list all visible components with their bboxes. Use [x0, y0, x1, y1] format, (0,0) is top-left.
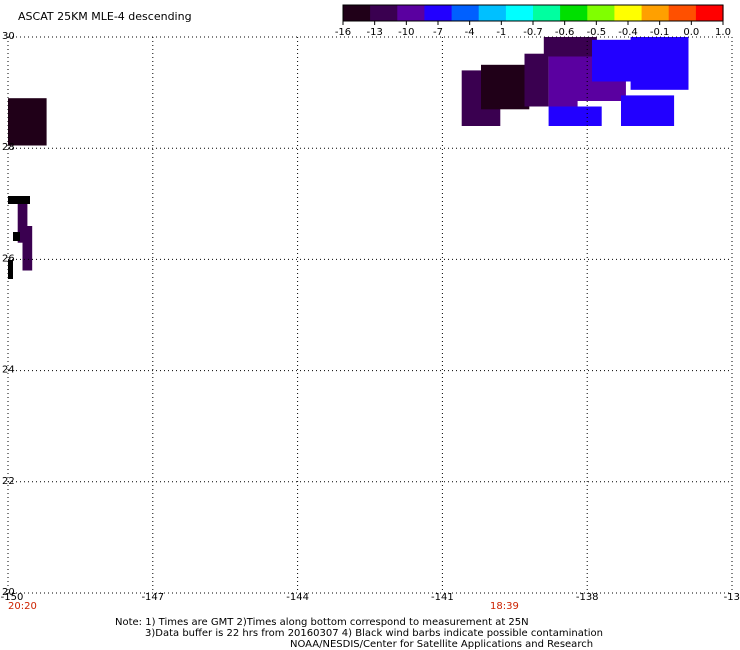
colorbar-swatch [478, 5, 507, 21]
colorbar-swatch [695, 5, 724, 21]
barb-mark [8, 196, 30, 204]
colorbar-label: -0.6 [555, 27, 575, 38]
map-title: ASCAT 25KM MLE-4 descending [18, 10, 192, 23]
note-line-1: Note: 1) Times are GMT 2)Times along bot… [115, 617, 529, 628]
x-tick-label: -144 [286, 592, 309, 603]
data-cell [22, 226, 33, 271]
colorbar-swatch [370, 5, 398, 21]
time-label-middle: 18:39 [490, 601, 519, 612]
colorbar: -16 -13 -10 -7 -4 -1 -0.7 -0.6 -0.5 -0.4 -0.1 0.0 1.… [335, 4, 731, 38]
data-cell [8, 98, 47, 146]
colorbar-label: -10 [398, 27, 414, 38]
x-tick-label: -13 [724, 592, 740, 603]
colorbar-label: -16 [335, 27, 351, 38]
x-tick-label: -138 [576, 592, 599, 603]
colorbar-label: -13 [366, 27, 382, 38]
colorbar-swatch [424, 5, 453, 21]
colorbar-swatch [614, 5, 643, 21]
data-cell [481, 64, 530, 110]
time-label-left: 20:20 [8, 601, 37, 612]
x-tick-label: -141 [431, 592, 454, 603]
x-tick-label: -150 [1, 592, 24, 603]
colorbar-swatch [560, 5, 588, 21]
data-cell [592, 81, 626, 96]
data-cell [630, 37, 689, 90]
y-tick-label: 26 [2, 253, 15, 264]
colorbar-swatch [451, 5, 480, 21]
colorbar-label: -4 [465, 27, 475, 38]
colorbar-swatch [641, 5, 670, 21]
y-tick-label: 20 [2, 587, 15, 598]
data-cell [548, 106, 602, 126]
colorbar-label: -7 [433, 27, 443, 38]
colorbar-swatch [343, 5, 371, 21]
data-cells [8, 37, 689, 271]
note-line-2: 3)Data buffer is 22 hrs from 20160307 4)… [145, 628, 603, 639]
y-tick-label: 30 [2, 31, 15, 42]
colorbar-label: -0.7 [523, 27, 543, 38]
y-tick-label: 24 [2, 365, 15, 376]
x-tick-label: -147 [141, 592, 164, 603]
colorbar-swatch [397, 5, 425, 21]
barb-mark [8, 260, 13, 279]
data-cell [17, 198, 28, 243]
lat-lon-grid [7, 36, 733, 594]
y-tick-label: 28 [2, 142, 15, 153]
data-cell [621, 95, 675, 126]
colorbar-swatch [587, 5, 615, 21]
colorbar-label: 0.0 [683, 27, 699, 38]
colorbar-swatch [668, 5, 697, 21]
colorbar-label: -0.5 [587, 27, 607, 38]
data-cell [543, 37, 597, 57]
axis-tick-labels: -150 -147 -144 -141 -138 -13 30 28 26 24 22 20 [1, 31, 740, 603]
colorbar-label: -0.1 [650, 27, 670, 38]
colorbar-label: -1 [496, 27, 506, 38]
data-cell [524, 53, 549, 107]
data-cell [592, 39, 636, 82]
data-cell [548, 50, 578, 107]
colorbar-swatch [533, 5, 561, 21]
colorbar-label: -0.4 [618, 27, 638, 38]
wind-barb-marks [8, 196, 30, 279]
y-tick-label: 22 [2, 476, 15, 487]
colorbar-label: 1.0 [715, 27, 731, 38]
note-line-3: NOAA/NESDIS/Center for Satellite Applica… [290, 639, 593, 650]
colorbar-swatch [505, 5, 534, 21]
barb-mark [13, 232, 20, 241]
